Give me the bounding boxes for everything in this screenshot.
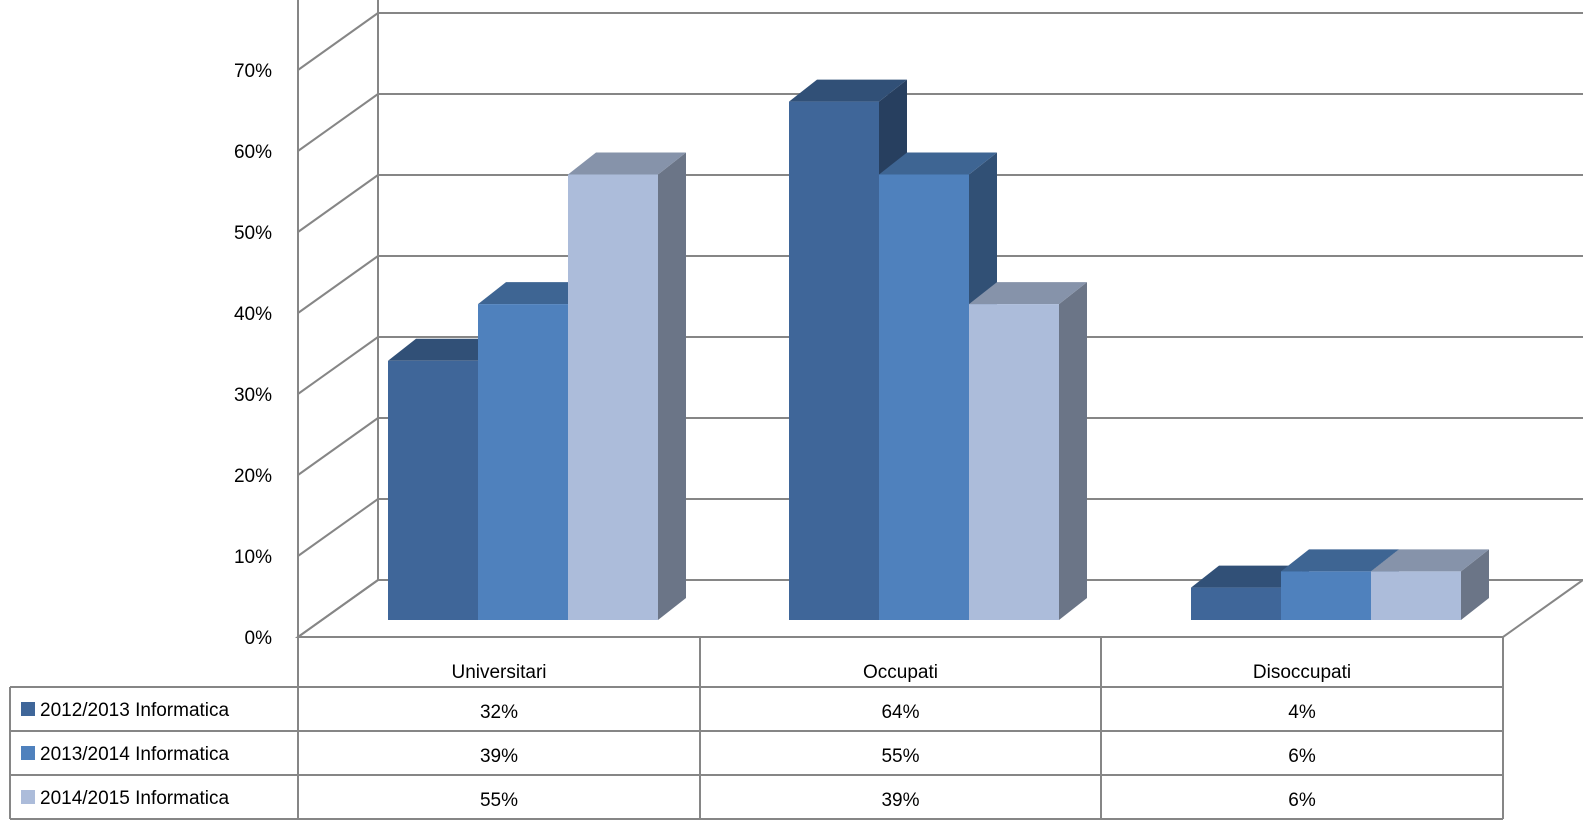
bar-top [1371,549,1489,572]
table-cell-value: 55% [881,746,919,767]
table-cell-value: 6% [1288,746,1316,767]
gridline-side [297,255,379,314]
table-cell-value: 39% [881,790,919,811]
category-label: Disoccupati [1253,662,1351,683]
bar-top [969,282,1087,305]
bar-front [1371,571,1461,620]
table-cell-value: 6% [1288,790,1316,811]
bar-side [1059,282,1087,620]
y-tick-label: 60% [234,142,272,163]
bar-top [1191,565,1309,588]
gridline-side [297,12,379,71]
y-tick-label: 10% [234,547,272,568]
legend-label: 2014/2015 Informatica [40,788,230,809]
table-cell-value: 64% [881,702,919,723]
bar [1371,549,1489,620]
bar-front [1281,571,1371,620]
bar-front [1191,587,1281,620]
y-tick-label: 30% [234,385,272,406]
bar-front [969,304,1059,620]
y-axis-ticks: 0% 10% 20% 30% 40% 50% 60% 70% [234,61,272,649]
bar-front [789,101,879,621]
legend-key [21,746,35,760]
bars [388,79,1489,621]
y-tick-label: 0% [245,628,273,649]
bar-side [1461,549,1489,620]
gridline-side [297,336,379,395]
legend-key [21,702,35,716]
gridline-side [297,93,379,152]
bar-top [388,338,506,361]
bar-front [879,174,969,620]
legend-label: 2012/2013 Informatica [40,700,230,721]
bar-top [478,282,596,305]
bar [969,282,1087,620]
gridline-side [297,498,379,557]
y-tick-label: 20% [234,466,272,487]
bar-top [789,79,907,102]
category-label: Universitari [451,662,546,683]
bar [568,152,686,620]
table-cell-value: 4% [1288,702,1316,723]
bar-front [388,360,478,620]
bar-front [568,174,658,620]
category-label: Occupati [863,662,938,683]
data-table: Universitari Occupati Disoccupati 2012/2013… [9,636,1504,820]
gridline-side [297,417,379,476]
table-cell-value: 55% [480,790,518,811]
bar-side [658,152,686,620]
table-cell-value: 32% [480,702,518,723]
bar-top [879,152,997,175]
legend-label: 2013/2014 Informatica [40,744,230,765]
y-tick-label: 50% [234,223,272,244]
gridline-side [297,174,379,233]
legend-key [21,790,35,804]
bar-top [568,152,686,175]
y-tick-label: 70% [234,61,272,82]
table-cell-value: 39% [480,746,518,767]
y-tick-label: 40% [234,304,272,325]
bar-top [1281,549,1399,572]
bar-front [478,304,568,620]
